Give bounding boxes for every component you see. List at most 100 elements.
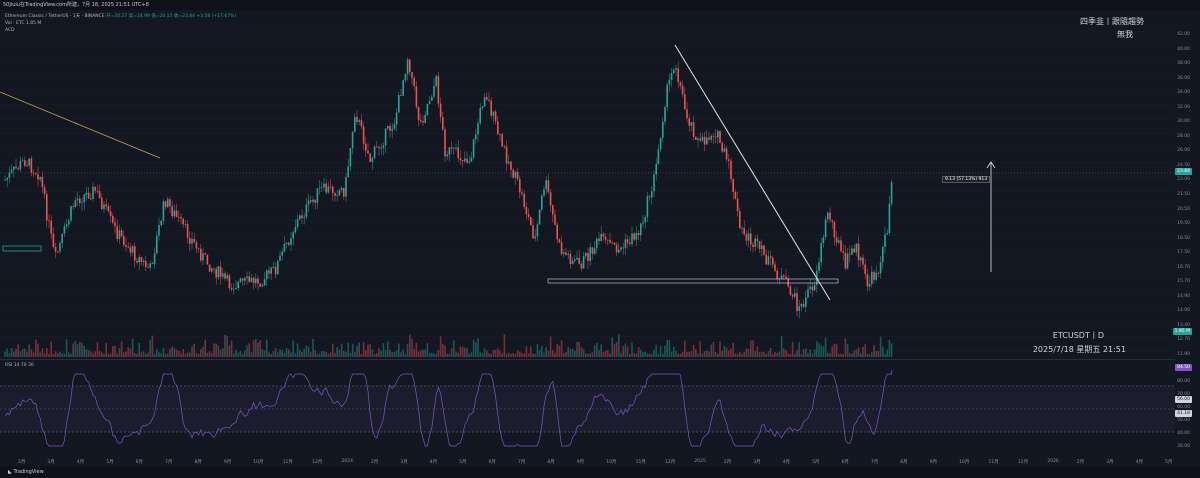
volume-bar <box>285 347 288 357</box>
candle-body <box>758 241 761 249</box>
candle-body <box>490 100 492 116</box>
candle-body <box>679 82 682 86</box>
volume-bar <box>563 353 565 357</box>
volume-bar <box>41 348 44 357</box>
volume-bar <box>846 344 849 357</box>
volume-bar <box>327 353 330 357</box>
volume-bar <box>501 353 503 357</box>
candle-body <box>725 148 728 160</box>
volume-bar <box>417 351 420 357</box>
volume-bar <box>514 353 517 357</box>
candle-body <box>118 230 121 239</box>
candle-body <box>585 252 587 257</box>
candle-body <box>631 233 633 244</box>
time-axis-label: 5月 <box>459 460 467 465</box>
symbol-legend[interactable]: Ethereum Classic / TetherUS · 1天 · BINAN… <box>5 13 236 19</box>
volume-bar <box>422 349 424 357</box>
volume-bar <box>120 341 123 357</box>
time-axis-label: 11月 <box>635 460 646 465</box>
candle-body <box>79 198 81 204</box>
time-axis-label: 11月 <box>282 460 293 465</box>
volume-bar <box>63 353 66 357</box>
price-axis-label: 14.00 <box>1177 308 1190 314</box>
candle-body <box>171 206 173 217</box>
volume-bar <box>615 341 618 357</box>
candle-body <box>376 146 378 148</box>
indicator-legend[interactable]: ACD <box>5 28 15 33</box>
candle-body <box>200 248 202 261</box>
candle-body <box>567 253 569 255</box>
rsi-axis-label: 70.00 <box>1177 392 1190 397</box>
candle-body <box>849 253 851 255</box>
volume-bar <box>125 351 127 357</box>
volume-bar <box>103 353 105 357</box>
volume-bar <box>695 349 697 357</box>
volume-bar <box>864 344 866 357</box>
volume-bar <box>866 353 869 357</box>
rsi-legend[interactable]: RSI 14 70 30 <box>5 363 34 368</box>
candle-body <box>206 254 209 265</box>
candle-body <box>94 186 96 191</box>
time-axis-label: 2026 <box>1047 459 1059 464</box>
volume-bar <box>175 349 178 357</box>
volume-bar <box>248 343 250 357</box>
volume-bar <box>569 348 572 357</box>
volume-bar <box>681 351 684 357</box>
candle-body <box>829 212 831 220</box>
candle-body <box>266 270 268 280</box>
volume-bar <box>787 353 789 357</box>
volume-bar <box>479 352 481 357</box>
time-axis-label: 2025 <box>694 459 706 464</box>
candle-body <box>629 242 631 244</box>
volume-bar <box>831 346 833 357</box>
candle-body <box>8 172 11 178</box>
pane-separator[interactable] <box>0 359 1175 360</box>
volume-bar <box>384 349 387 357</box>
candle-body <box>701 136 704 141</box>
candle-body <box>41 176 44 188</box>
volume-legend[interactable]: Vol · ETC 1.85 M <box>5 21 42 26</box>
volume-bar <box>420 350 422 357</box>
candle-body <box>288 242 290 245</box>
volume-bar <box>241 353 244 357</box>
rsi-axis-label: 30.00 <box>1177 444 1190 449</box>
volume-bar <box>37 343 39 357</box>
volume-bar <box>202 346 204 357</box>
volume-bar <box>776 352 778 357</box>
candle-body <box>127 246 129 248</box>
volume-bar <box>756 346 759 357</box>
volume-bar <box>274 348 277 357</box>
volume-bar <box>607 349 609 357</box>
candle-body <box>776 270 778 279</box>
candle-body <box>151 263 154 265</box>
price-axis-label: 18.50 <box>1177 235 1190 241</box>
candle-body <box>50 220 52 234</box>
candle-body <box>435 76 437 86</box>
price-axis-label: 30.00 <box>1177 119 1190 125</box>
candle-body <box>743 228 745 235</box>
candle-body <box>24 160 26 166</box>
volume-bar <box>169 348 171 357</box>
candle-body <box>855 243 858 253</box>
volume-bar <box>453 340 455 357</box>
candle-body <box>503 146 506 148</box>
candle-body <box>486 97 488 100</box>
candle-body <box>811 286 814 291</box>
measure-label: 9.13 (57.13%) 913 <box>942 176 991 183</box>
volume-bar <box>296 343 299 357</box>
volume-bar <box>428 352 431 357</box>
volume-bar <box>15 348 17 357</box>
volume-bar <box>87 350 90 357</box>
candle-body <box>61 233 63 243</box>
volume-bar <box>182 348 184 357</box>
candle-body <box>21 160 24 162</box>
volume-bar <box>461 346 464 357</box>
volume-bar <box>65 339 68 357</box>
candle-body <box>668 79 671 85</box>
candle-body <box>433 85 435 97</box>
candle-body <box>19 160 22 170</box>
symbol-name[interactable]: Ethereum Classic / TetherUS · 1天 · BINAN… <box>5 14 105 19</box>
capture-header: 50Jiulu在TradingView.com所建，7月 18, 2025 21… <box>0 0 1200 10</box>
